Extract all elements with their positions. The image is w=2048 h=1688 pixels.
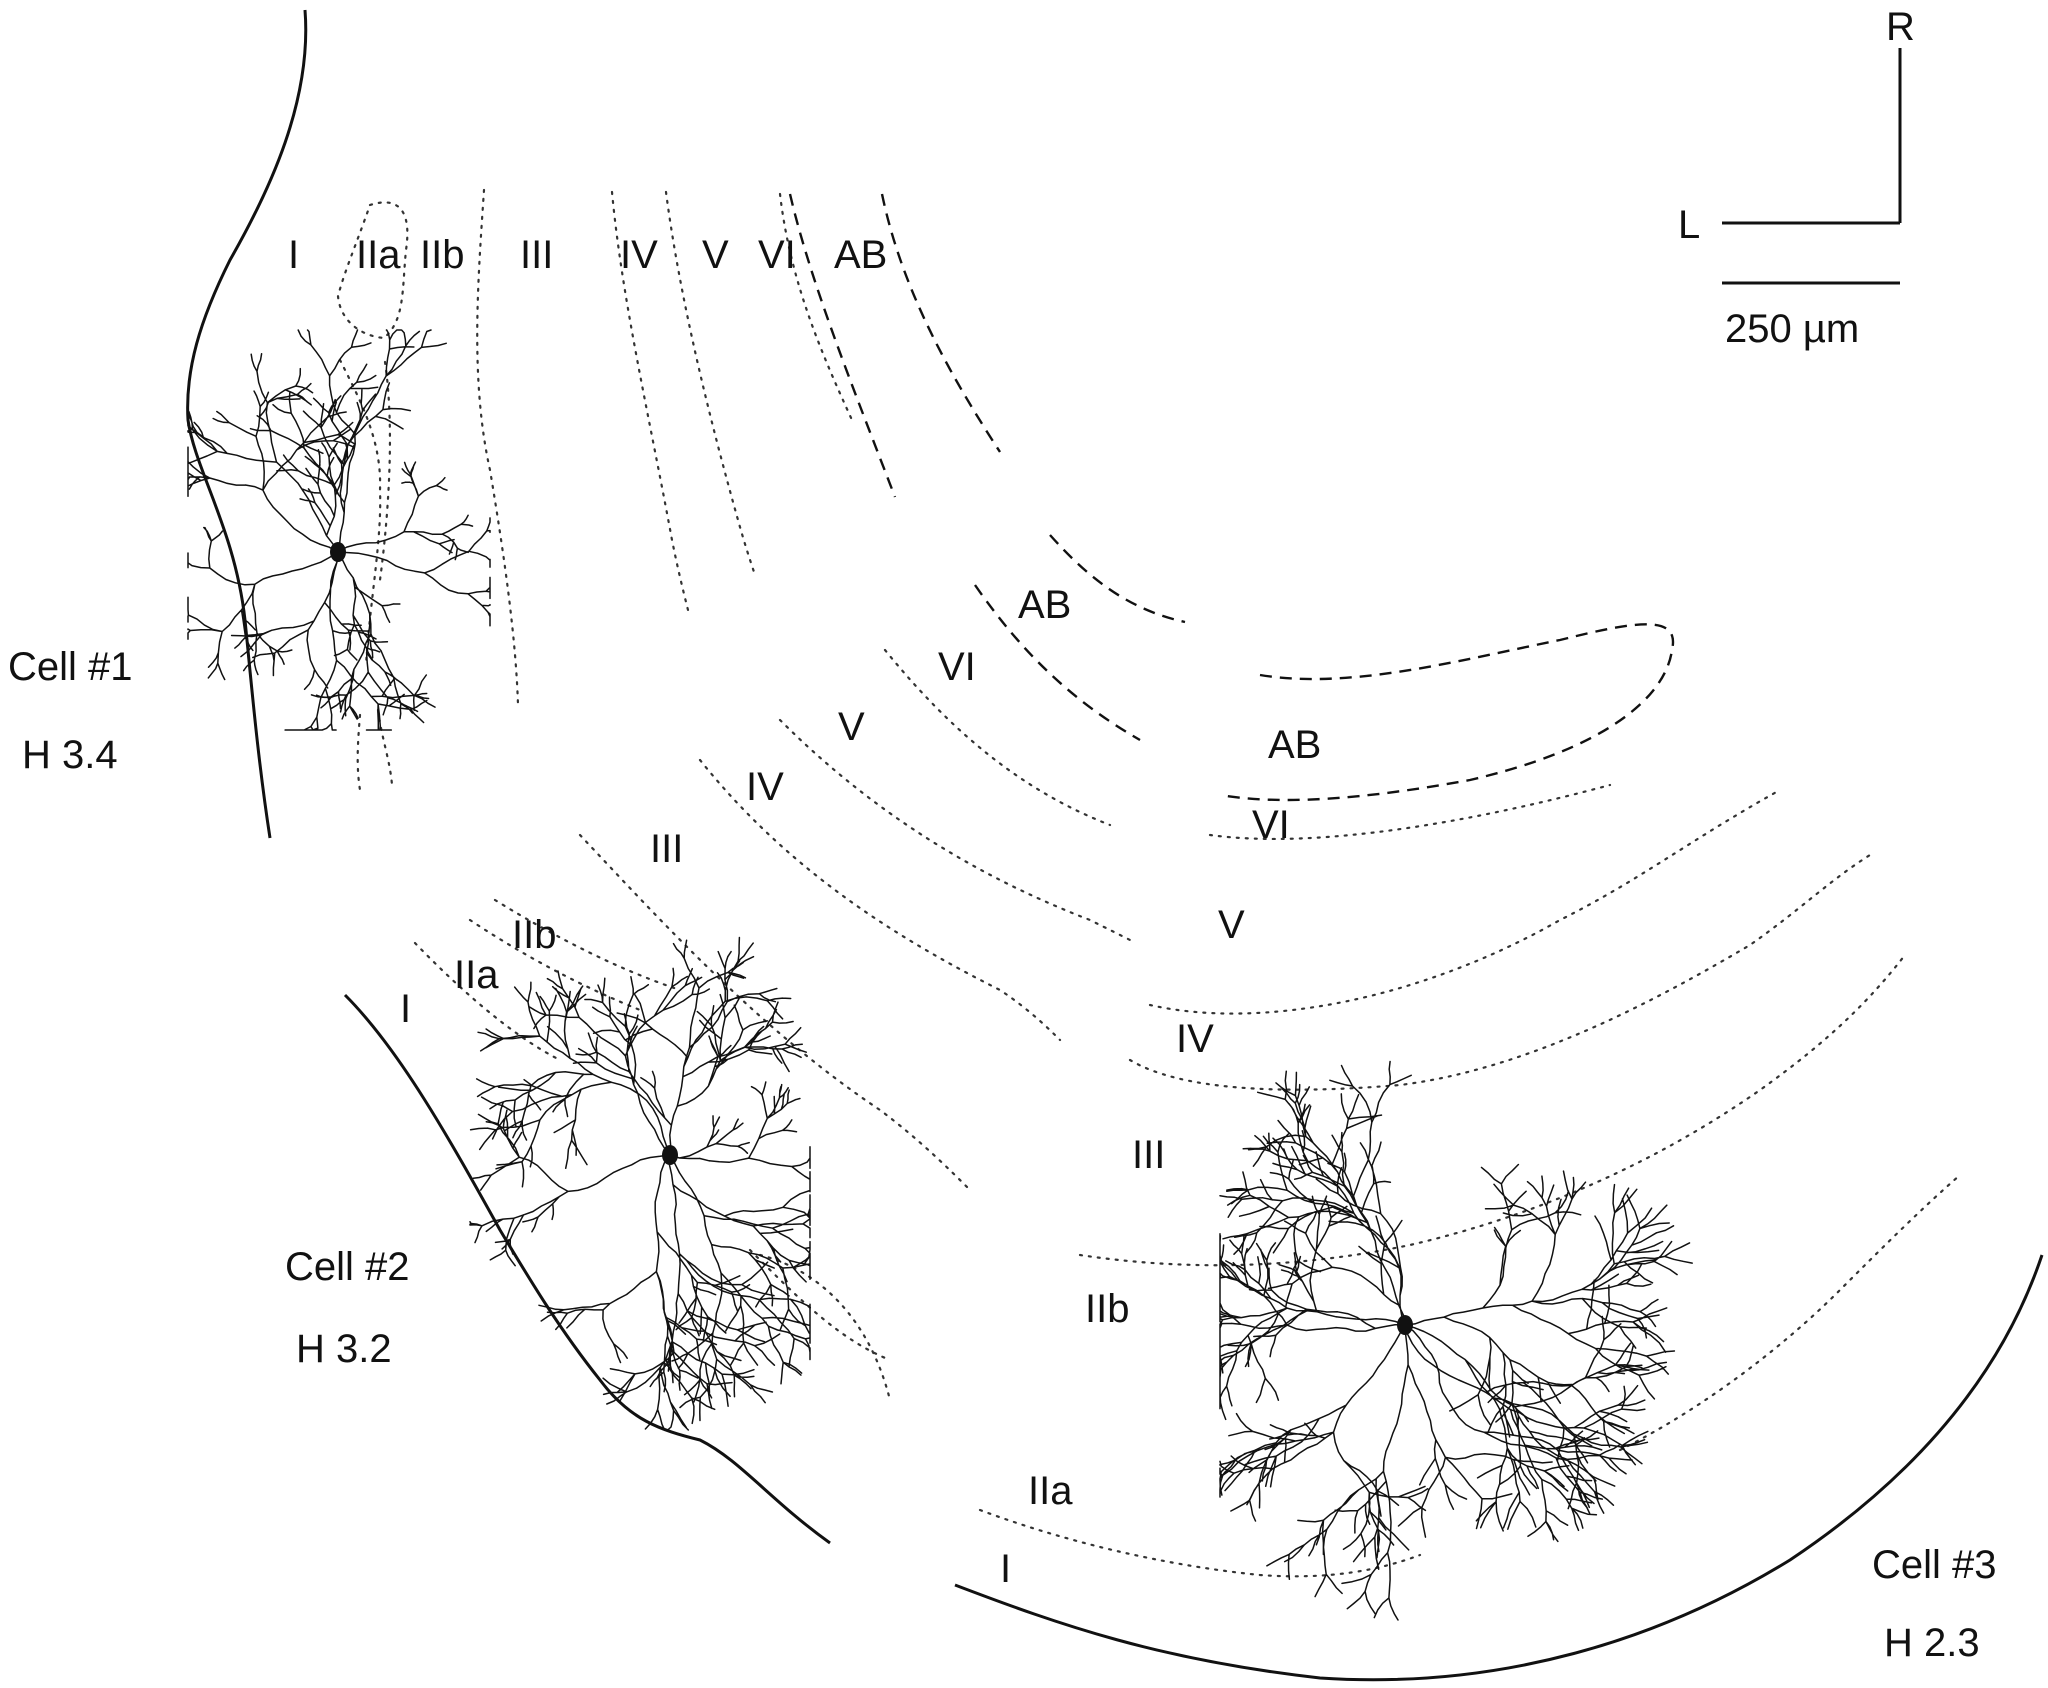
section-3: AB VI V IV III IIb IIa I Cell #3 H 2.3 — [954, 623, 2044, 1682]
soma — [662, 1145, 678, 1165]
section-3-pial-surface — [954, 1254, 2044, 1682]
section-1-boundary-VI-AB — [788, 193, 897, 498]
section-2-layer-label: III — [650, 827, 683, 871]
cell-2-level: H 3.2 — [296, 1327, 392, 1371]
section-1-layer-label: V — [702, 233, 729, 277]
dendrite-arbor — [469, 936, 811, 1431]
cell-2-name: Cell #2 — [285, 1245, 410, 1289]
section-3-layer-label: I — [1000, 1547, 1011, 1591]
rostral-label: R — [1886, 5, 1915, 49]
section-2-pial-surface — [343, 993, 831, 1545]
section-1-layer-label: IIb — [420, 233, 464, 277]
section-1-boundary-V-VI — [778, 192, 854, 422]
orientation-indicator: R L — [1678, 5, 1915, 247]
section-3-boundary-IIb — [1078, 953, 1907, 1267]
neuron-cell-3 — [1219, 1060, 1693, 1621]
section-1-boundary-AB — [880, 193, 1002, 453]
section-2-layer-label: IIb — [512, 913, 556, 957]
scale-bar: 250 µm — [1722, 281, 1900, 351]
section-2-boundary-AB-outer — [1049, 534, 1186, 624]
section-2-boundary-V — [778, 718, 1132, 942]
section-1-layer-label: IV — [620, 233, 658, 277]
section-1-layer-label: IIa — [356, 233, 401, 277]
section-1-layer-label: I — [288, 233, 299, 277]
section-3-layer-label: IIb — [1085, 1287, 1129, 1331]
section-2-layer-label: IV — [746, 765, 784, 809]
section-1-layer-label: AB — [834, 233, 887, 277]
section-2-layer-label: I — [400, 987, 411, 1031]
cell-3-name: Cell #3 — [1872, 1543, 1997, 1587]
dendrite-arbor — [1219, 1060, 1693, 1621]
cell-1-level: H 3.4 — [22, 733, 118, 777]
section-3-layer-label: IV — [1176, 1017, 1214, 1061]
section-3-layer-label: III — [1132, 1133, 1165, 1177]
soma — [330, 542, 346, 562]
section-1-boundary-IIb-III — [476, 188, 520, 707]
section-3-boundary-IIa — [1618, 1173, 1962, 1452]
neuron-cell-2 — [469, 936, 811, 1431]
neuron-cell-1 — [187, 329, 491, 731]
section-2-boundary-AB-inner — [974, 584, 1141, 742]
section-3-layer-label: V — [1218, 903, 1245, 947]
lateral-label: L — [1678, 203, 1700, 247]
section-2-boundary-III — [578, 833, 972, 1192]
section-3-boundary-V — [1148, 788, 1782, 1015]
section-3-layer-label: IIa — [1028, 1469, 1073, 1513]
section-3-boundary-VI — [1208, 783, 1612, 841]
section-1-layer-label: III — [520, 233, 553, 277]
section-1-layer-label: VI — [758, 233, 796, 277]
section-3-boundary-IV — [1128, 853, 1872, 1091]
section-2-layer-label: AB — [1018, 583, 1071, 627]
section-2-boundary-VI — [883, 648, 1112, 827]
section-2: AB VI V IV III IIb IIa I Cell #2 H 3.2 — [285, 534, 1186, 1545]
section-1-boundary-IV-V — [664, 190, 757, 577]
soma — [1397, 1315, 1413, 1335]
section-2-layer-label: V — [838, 705, 865, 749]
cell-3-level: H 2.3 — [1884, 1621, 1980, 1665]
section-1-boundary-IIa — [336, 201, 409, 340]
scale-bar-label: 250 µm — [1725, 307, 1859, 351]
section-3-boundary-AB — [1219, 623, 1675, 802]
section-2-layer-label: VI — [938, 645, 976, 689]
section-3-layer-label: AB — [1268, 723, 1321, 767]
section-3-boundary-I — [978, 1508, 1422, 1578]
cell-1-name: Cell #1 — [8, 645, 133, 689]
section-1-pial-surface — [186, 9, 308, 839]
dendrite-arbor — [187, 329, 491, 731]
section-2-layer-label: IIa — [454, 953, 499, 997]
section-3-layer-label: VI — [1252, 803, 1290, 847]
section-1: I IIa IIb III IV V VI AB Cell #1 H 3.4 — [8, 9, 1002, 839]
